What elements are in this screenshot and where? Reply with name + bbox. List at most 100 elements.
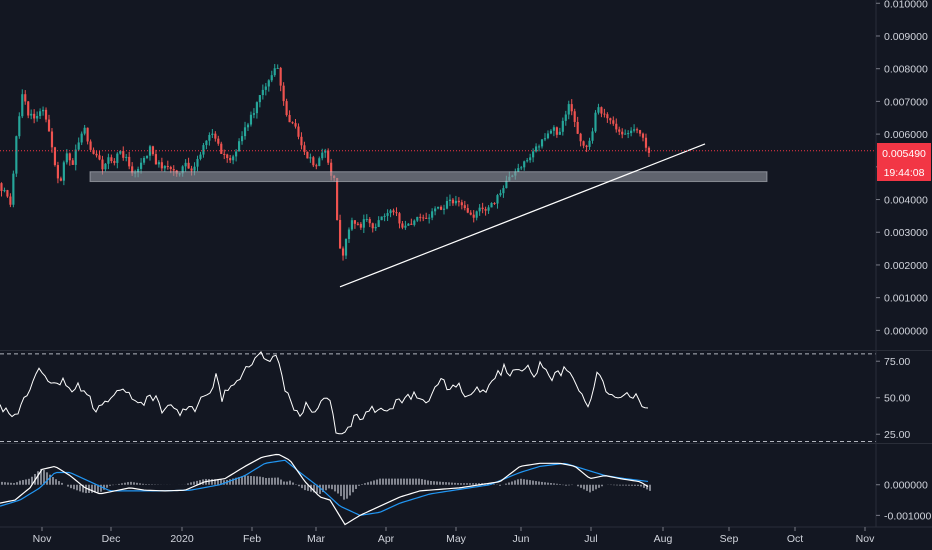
candle-body (324, 150, 327, 153)
candle-body (543, 138, 547, 140)
candle-body (561, 120, 564, 132)
candle-body (128, 156, 131, 167)
price-tick-label: 0.010000 (884, 0, 928, 10)
support-zone[interactable] (89, 171, 768, 183)
candle-body (36, 116, 39, 119)
candle-body (294, 123, 297, 127)
candle-body (169, 166, 172, 170)
candle-body (77, 142, 80, 150)
candle-body (395, 212, 398, 214)
candle-body (44, 109, 48, 120)
candle-body (240, 136, 244, 142)
candle-body (493, 203, 496, 205)
time-tick-label: 2020 (170, 533, 194, 545)
candle-body (555, 127, 558, 135)
candle-body (535, 146, 538, 152)
candle-body (217, 138, 220, 144)
candle-body (154, 154, 158, 165)
price-tick-label: 0.006000 (884, 129, 928, 141)
candle-body (273, 68, 276, 76)
candle-body (377, 220, 380, 227)
macd-tick-label: 0.000000 (884, 480, 928, 492)
candle-body (570, 104, 573, 112)
candle-body (540, 139, 544, 147)
candle-body (199, 154, 202, 159)
candle-body (232, 156, 235, 161)
candle-body (285, 101, 288, 116)
candle-body (451, 199, 455, 204)
candle-body (644, 137, 648, 148)
candle-body (407, 223, 410, 226)
macd-line (0, 453, 649, 526)
candle-body (306, 151, 309, 159)
candle-body (235, 151, 238, 157)
candle-body (137, 168, 140, 173)
candle-body (59, 178, 62, 181)
candle-body (223, 153, 226, 155)
candle-body (193, 166, 196, 171)
candle-body (419, 216, 422, 218)
candle-body (279, 67, 282, 86)
candle-body (383, 215, 386, 217)
candle-body (80, 133, 83, 143)
candle-body (454, 200, 457, 204)
candle-body (472, 214, 475, 218)
price-tick-label: 0.002000 (884, 260, 928, 272)
candle-body (428, 217, 431, 219)
candle-body (606, 114, 609, 119)
candle-body (282, 85, 285, 102)
candle-body (95, 153, 98, 156)
candle-body (362, 219, 365, 228)
candle-body (65, 153, 68, 163)
candle-body (243, 127, 247, 137)
candle-body (181, 166, 184, 174)
price-tick-label: 0.001000 (884, 293, 928, 305)
candle-body (422, 217, 425, 219)
candle-body (300, 136, 303, 146)
candle-body (107, 157, 110, 164)
price-tick-label: 0.007000 (884, 96, 928, 108)
candle-body (603, 113, 606, 115)
candle-body (621, 131, 624, 135)
candle-body (585, 145, 588, 147)
candle-body (478, 207, 481, 212)
time-tick-label: Mar (307, 533, 326, 545)
candle-body (327, 150, 330, 163)
candle-body (635, 129, 639, 131)
candle-body (187, 162, 190, 169)
candle-body (633, 129, 636, 131)
candle-body (573, 111, 576, 122)
candle-body (47, 119, 51, 132)
candle-body (113, 161, 116, 163)
candle-body (380, 216, 383, 221)
candle-body (157, 162, 160, 165)
price-scale[interactable]: 0.010000 0.009000 0.008000 0.007000 0.006000… (876, 0, 931, 522)
candle-body (410, 223, 413, 225)
candle-body (532, 151, 535, 158)
candle-body (520, 167, 523, 169)
candle-body (434, 208, 437, 212)
trendline[interactable] (339, 143, 706, 288)
time-scale[interactable]: Nov Dec 2020 Feb Mar Apr May Jun Jul Aug Sep Oct Nov (33, 527, 875, 545)
candle-body (546, 133, 550, 139)
candle-body (0, 183, 3, 191)
candle-body (389, 210, 392, 214)
candle-body (359, 223, 362, 228)
candle-body (18, 116, 21, 137)
candle-body (202, 145, 205, 155)
candle-body (315, 165, 318, 167)
candle-body (267, 80, 270, 87)
candle-body (549, 130, 553, 134)
time-tick-label: Feb (243, 533, 261, 545)
rsi-tick-label: 50.00 (884, 393, 910, 405)
candle-body (255, 102, 258, 114)
candle-body (196, 158, 199, 167)
candle-body (502, 188, 505, 194)
candle-body (356, 223, 359, 225)
candle-body (460, 202, 463, 206)
time-tick-label: Aug (654, 533, 673, 545)
candle-body (312, 157, 315, 166)
candle-body (436, 206, 440, 209)
candle-body (318, 158, 321, 166)
